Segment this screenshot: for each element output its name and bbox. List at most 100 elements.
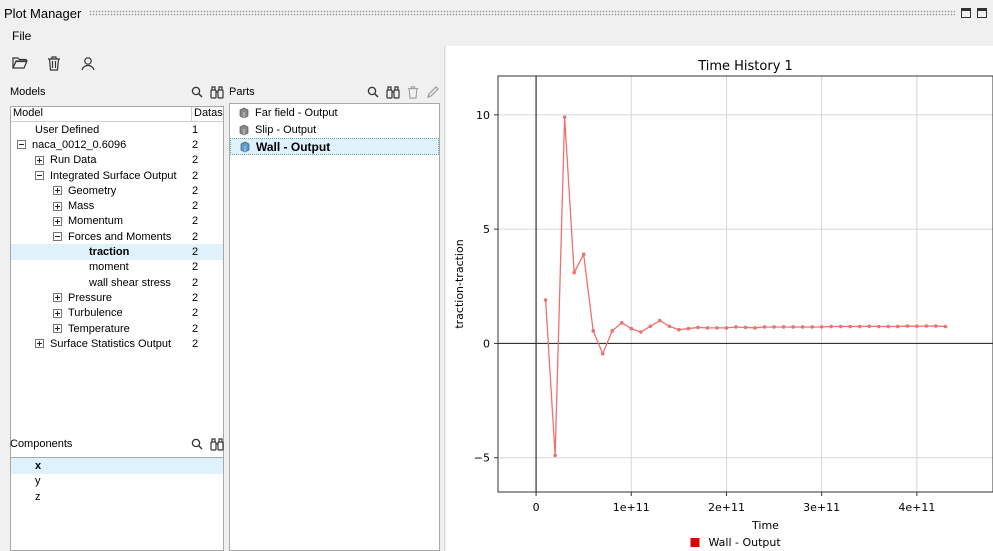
time-history-chart[interactable]: Time History 1 0 1e+11 2e+11 3e+11 4e+11 −5 0 5 1… [446,46,993,551]
data-point[interactable] [934,324,938,328]
binoculars-icon[interactable] [210,437,224,451]
search-icon[interactable] [190,437,204,451]
parts-list[interactable]: Far field - Output Slip - Output Wall - Ou… [229,103,440,551]
data-point[interactable] [896,324,900,329]
data-point[interactable] [658,318,662,323]
data-point[interactable] [762,325,767,329]
tree-row[interactable]: Momentum 2 [11,214,223,229]
data-point[interactable] [715,326,719,330]
part-item[interactable]: Wall - Output [230,138,439,155]
search-icon[interactable] [366,85,380,99]
column-model[interactable]: Model [11,107,192,121]
tree-row[interactable]: Mass 2 [11,198,223,213]
tree-row[interactable]: moment 2 [11,260,223,275]
data-point[interactable] [791,325,795,329]
models-tree[interactable]: Model Datas User Defined 1 naca_0012_0.609… [10,106,224,478]
data-point[interactable] [943,324,948,329]
data-point[interactable] [629,326,634,331]
data-point[interactable] [600,351,605,356]
data-point[interactable] [829,324,833,329]
expand-icon[interactable] [53,201,62,211]
data-point[interactable] [686,326,691,331]
column-datasets[interactable]: Datas [194,107,223,119]
data-point[interactable] [648,324,653,329]
expand-icon[interactable] [53,186,62,196]
data-point[interactable] [867,324,872,329]
tree-row[interactable]: Forces and Moments 2 [11,229,223,244]
data-point[interactable] [772,325,776,329]
drag-handle[interactable] [89,10,955,16]
data-point[interactable] [800,325,805,329]
trash-icon[interactable] [44,54,64,72]
tree-row[interactable]: Pressure 2 [11,290,223,305]
data-point[interactable] [553,453,557,458]
data-point[interactable] [619,321,624,325]
data-point[interactable] [562,115,567,119]
data-point[interactable] [810,325,814,329]
tree-row[interactable]: Integrated Surface Output 2 [11,168,223,183]
collapse-icon[interactable] [35,171,44,181]
data-point[interactable] [572,270,576,275]
binoculars-icon[interactable] [386,85,400,99]
collapse-icon[interactable] [17,140,26,150]
tree-row[interactable]: wall shear stress 2 [11,275,223,290]
data-point[interactable] [886,324,891,329]
data-point[interactable] [724,326,729,330]
part-item[interactable]: Slip - Output [230,121,439,138]
tree-row[interactable]: Surface Statistics Output 2 [11,336,223,351]
data-point[interactable] [734,325,738,329]
expand-icon[interactable] [53,216,62,226]
legend-label[interactable]: Wall - Output [709,536,782,549]
expand-icon[interactable] [35,155,44,165]
pencil-icon[interactable] [426,85,440,99]
data-point[interactable] [781,325,786,329]
data-point[interactable] [705,326,710,330]
tree-row[interactable]: Temperature 2 [11,321,223,336]
data-point[interactable] [591,329,595,333]
maximize-icon[interactable] [977,8,987,18]
search-icon[interactable] [190,85,204,99]
data-point[interactable] [819,325,824,329]
component-item[interactable]: z [35,490,41,503]
data-point[interactable] [848,324,853,329]
series-line[interactable] [544,117,946,456]
component-item[interactable]: y [35,475,41,488]
data-point[interactable] [905,324,910,328]
data-point[interactable] [743,325,748,330]
collapse-icon[interactable] [53,232,62,242]
component-item[interactable]: x [11,458,223,474]
window-title: Plot Manager [4,5,82,21]
data-point[interactable] [857,324,862,329]
data-point[interactable] [876,324,881,329]
data-point[interactable] [677,327,681,332]
open-folder-icon[interactable] [10,54,30,72]
tree-row[interactable]: Geometry 2 [11,183,223,198]
tree-row[interactable]: traction 2 [11,244,223,260]
restore-icon[interactable] [961,8,971,18]
trash-icon[interactable] [406,85,420,99]
data-point[interactable] [696,325,700,330]
data-point[interactable] [753,326,757,330]
part-item[interactable]: Far field - Output [230,104,439,121]
expand-icon[interactable] [53,324,62,333]
user-icon[interactable] [78,54,98,72]
data-point[interactable] [638,330,643,334]
data-point[interactable] [838,324,843,329]
data-point[interactable] [924,324,929,328]
data-point[interactable] [543,298,548,302]
binoculars-icon[interactable] [210,85,224,99]
menu-file[interactable]: File [12,29,32,43]
y-axis-label: traction-traction [453,239,466,328]
data-point[interactable] [581,252,586,257]
tree-row[interactable]: naca_0012_0.6096 2 [11,137,223,152]
data-point[interactable] [667,324,672,329]
expand-icon[interactable] [35,339,44,349]
data-point[interactable] [610,329,615,333]
data-point[interactable] [915,324,919,329]
expand-icon[interactable] [53,293,62,303]
tree-row[interactable]: User Defined 1 [11,122,223,137]
tree-row[interactable]: Run Data 2 [11,153,223,168]
tree-row[interactable]: Turbulence 2 [11,306,223,321]
expand-icon[interactable] [53,308,62,318]
